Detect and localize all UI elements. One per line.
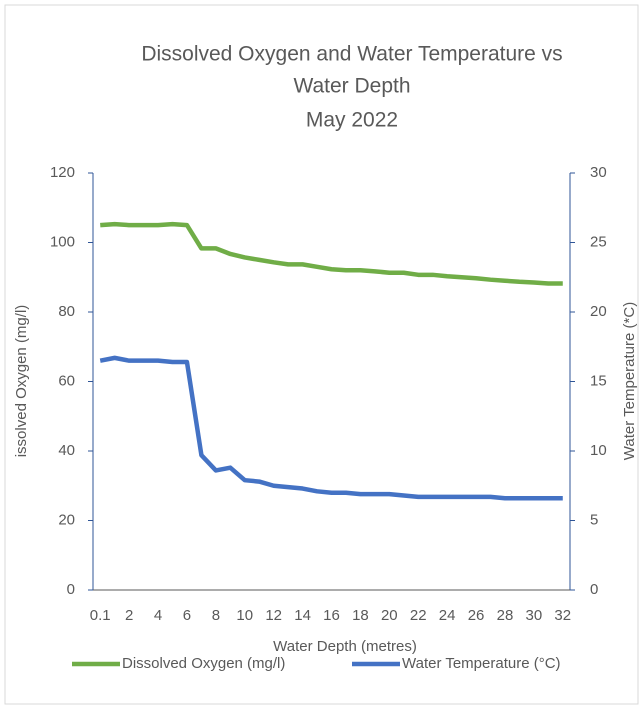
y-tick-label: 100 [50,233,75,250]
y2-axis-title: Water Temperature (*C) [621,302,638,460]
x-tick-label: 24 [439,607,456,624]
y-tick-label: 40 [58,442,75,459]
x-tick-label: 32 [554,607,571,624]
x-tick-label: 20 [381,607,398,624]
x-tick-label: 30 [526,607,543,624]
y2-tick-label: 30 [590,164,607,181]
series-line [99,355,563,501]
x-tick-label: 4 [154,607,162,624]
y2-tick-label: 10 [590,442,607,459]
y2-tick-label: 0 [590,581,598,598]
legend-label: Dissolved Oxygen (mg/l) [122,655,285,672]
y2-tick-label: 20 [590,303,607,320]
x-tick-label: 14 [294,607,311,624]
x-tick-label: 22 [410,607,427,624]
y-tick-label: 60 [58,372,75,389]
chart-title: Water Depth [293,75,410,98]
x-axis-title: Water Depth (metres) [273,638,417,655]
y-tick-label: 0 [67,581,75,598]
y2-tick-label: 25 [590,233,607,250]
y-axis-title: issolved Oxygen (mg/l) [13,305,30,458]
x-tick-label: 10 [236,607,253,624]
chart-border [4,4,639,705]
series-line [100,221,563,286]
legend-label: Water Temperature (°C) [402,655,561,672]
x-tick-label: 6 [183,607,191,624]
x-tick-label: 28 [497,607,514,624]
chart-title: May 2022 [306,109,398,132]
x-tick-label: 8 [212,607,220,624]
x-tick-label: 16 [323,607,340,624]
chart-title: Dissolved Oxygen and Water Temperature v… [141,43,562,66]
y2-tick-label: 5 [590,511,598,528]
x-tick-label: 12 [265,607,282,624]
y-tick-label: 80 [58,303,75,320]
x-tick-label: 26 [468,607,485,624]
y-tick-label: 120 [50,164,75,181]
x-tick-label: 18 [352,607,369,624]
x-tick-label: 0.1 [90,607,111,624]
y2-tick-label: 15 [590,372,607,389]
x-tick-label: 2 [125,607,133,624]
y-tick-label: 20 [58,511,75,528]
